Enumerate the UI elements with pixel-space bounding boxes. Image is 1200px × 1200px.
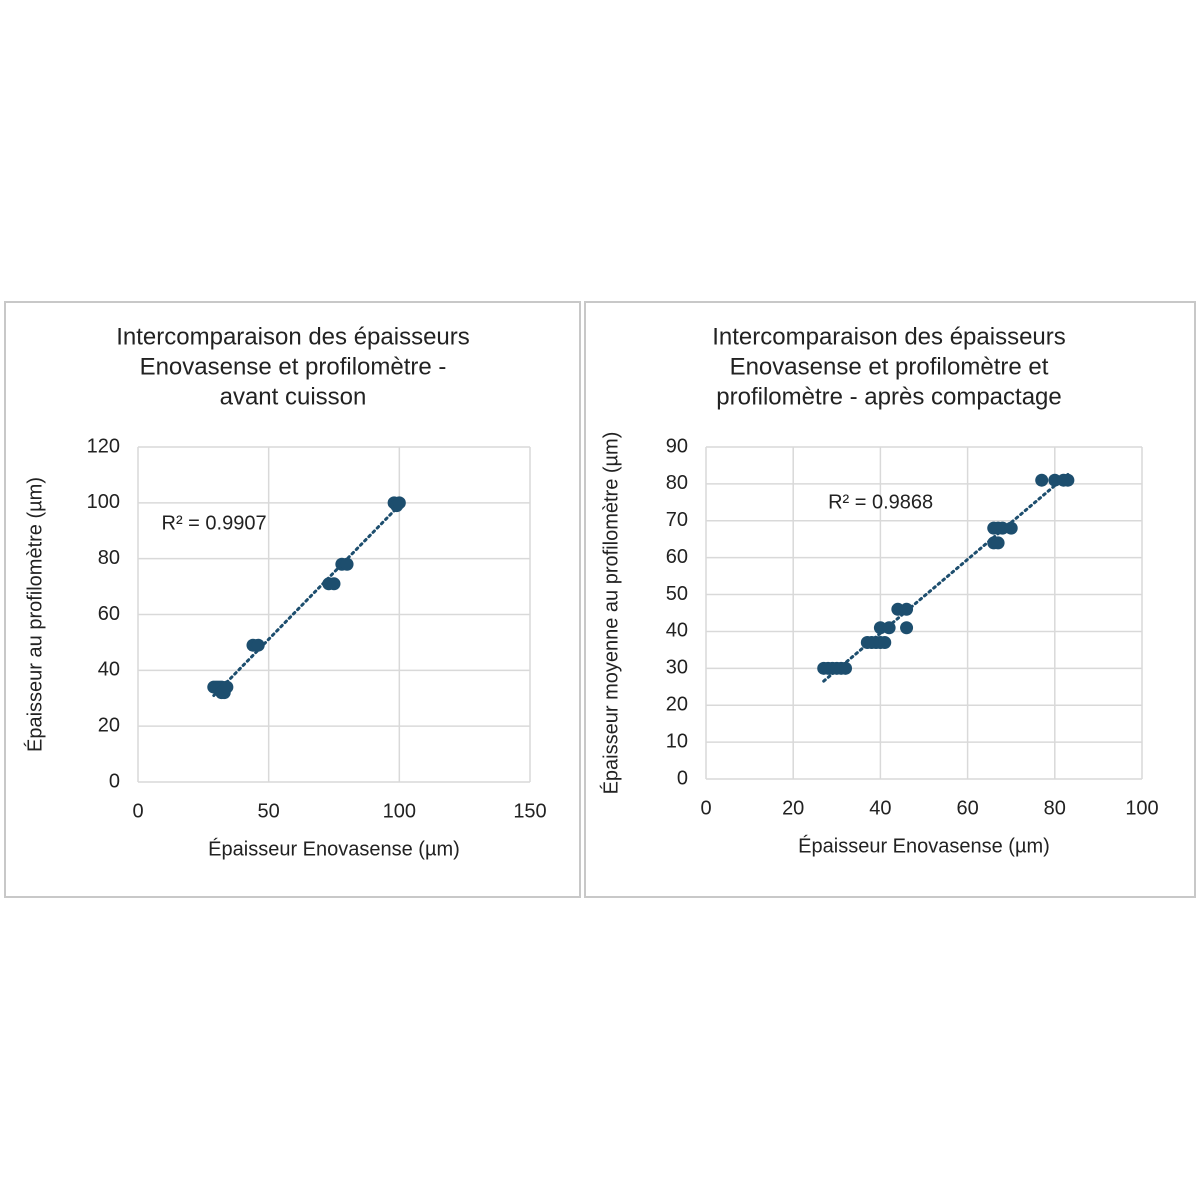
point — [392, 496, 406, 510]
y-tick-label: 0 — [109, 770, 120, 792]
y-tick-label: 40 — [98, 659, 120, 681]
y-tick-label: 120 — [87, 435, 120, 457]
x-tick-label: 60 — [956, 797, 978, 819]
annotation: R² = 0.9907 — [162, 512, 267, 534]
y-tick-label: 20 — [666, 694, 688, 716]
x-tick-label: 50 — [258, 800, 280, 822]
trendline — [212, 503, 401, 698]
x-axis-label: Épaisseur Enovasense (µm) — [798, 834, 1050, 857]
point — [1004, 521, 1018, 535]
y-tick-label: 60 — [666, 546, 688, 568]
y-tick-label: 30 — [666, 657, 688, 679]
annotation: R² = 0.9868 — [828, 492, 933, 514]
point — [327, 577, 341, 591]
point — [882, 621, 896, 635]
point — [220, 680, 234, 694]
x-tick-label: 40 — [869, 797, 891, 819]
y-tick-label: 80 — [666, 472, 688, 494]
y-tick-label: 20 — [98, 714, 120, 736]
panel — [4, 301, 581, 898]
x-tick-label: 20 — [782, 797, 804, 819]
point — [340, 557, 354, 571]
y-tick-label: 90 — [666, 435, 688, 457]
point — [991, 536, 1005, 550]
y-tick-label: 0 — [677, 767, 688, 789]
point — [900, 621, 914, 635]
y-tick-label: 40 — [666, 620, 688, 642]
x-axis-label: Épaisseur Enovasense (µm) — [208, 837, 460, 860]
x-tick-label: 150 — [513, 800, 546, 822]
point — [1035, 473, 1049, 487]
point — [900, 602, 914, 616]
chart-title: Intercomparaison des épaisseurs — [712, 323, 1066, 350]
chart-title: avant cuisson — [220, 383, 367, 410]
chart-title: Enovasense et profilomètre et — [730, 353, 1049, 380]
panel — [584, 301, 1196, 898]
y-tick-label: 60 — [98, 603, 120, 625]
point — [878, 636, 892, 650]
x-tick-label: 0 — [132, 800, 143, 822]
y-tick-label: 100 — [87, 491, 120, 513]
y-tick-label: 70 — [666, 509, 688, 531]
y-tick-label: 10 — [666, 730, 688, 752]
y-axis-label: Épaisseur moyenne au profilomètre (µm) — [599, 432, 622, 795]
x-tick-label: 100 — [383, 800, 416, 822]
point — [1061, 473, 1075, 487]
x-tick-label: 100 — [1125, 797, 1158, 819]
y-tick-label: 80 — [98, 547, 120, 569]
chart-title: Intercomparaison des épaisseurs — [116, 323, 470, 350]
point — [839, 661, 853, 675]
y-axis-label: Épaisseur au profilomètre (µm) — [23, 477, 46, 752]
x-tick-label: 0 — [700, 797, 711, 819]
y-tick-label: 50 — [666, 583, 688, 605]
x-tick-label: 80 — [1044, 797, 1066, 819]
chart-title: Enovasense et profilomètre - — [140, 353, 447, 380]
chart-title: profilomètre - après compactage — [716, 383, 1062, 410]
point — [251, 638, 265, 652]
